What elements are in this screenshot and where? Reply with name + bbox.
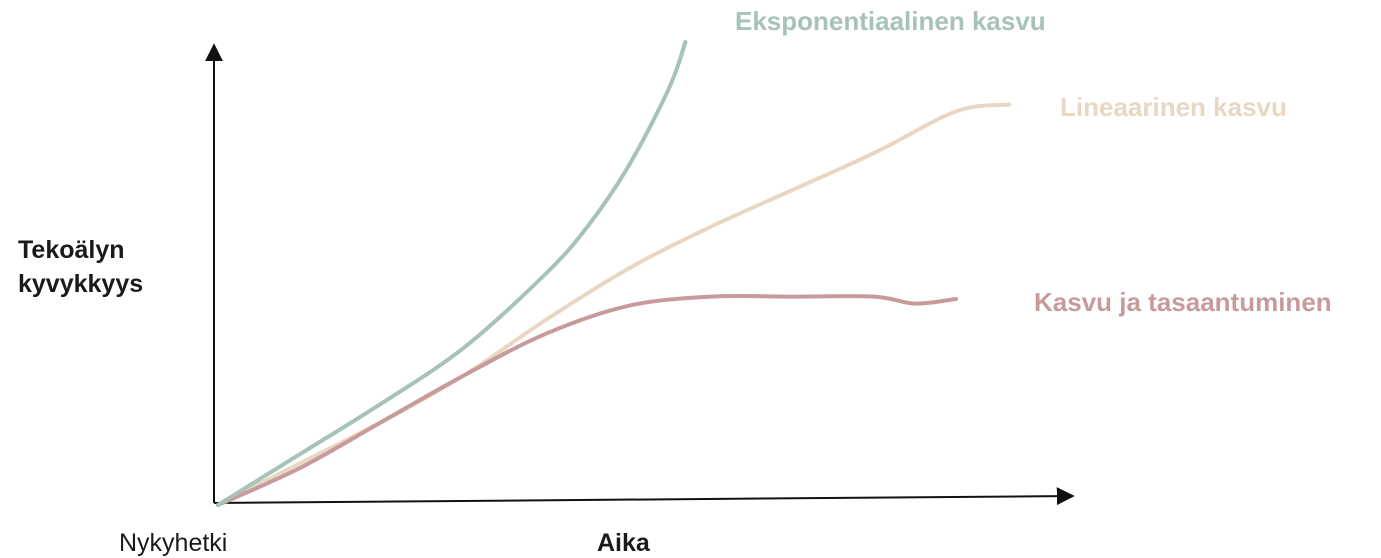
series-line-linear <box>216 102 1012 507</box>
y-axis-title-line-1: Tekoälyn <box>18 236 125 264</box>
y-axis-title: Tekoälyn kyvykkyys <box>18 236 143 298</box>
labels: Tekoälyn kyvykkyys Aika Nykyhetki Ekspon… <box>18 6 1332 557</box>
series-layer <box>216 40 1012 507</box>
y-axis-title-line-2: kyvykkyys <box>18 270 143 298</box>
x-axis-title: Aika <box>597 529 651 557</box>
x-origin-label: Nykyhetki <box>119 529 227 557</box>
series-label-plateau: Kasvu ja tasaantuminen <box>1034 287 1332 317</box>
series-line-plateau <box>216 293 958 507</box>
x-axis <box>213 487 1075 506</box>
series-line-exponential <box>216 40 688 507</box>
series-label-exponential: Eksponentiaalinen kasvu <box>735 6 1046 36</box>
series-label-linear: Lineaarinen kasvu <box>1060 92 1287 122</box>
axes <box>205 43 1075 506</box>
